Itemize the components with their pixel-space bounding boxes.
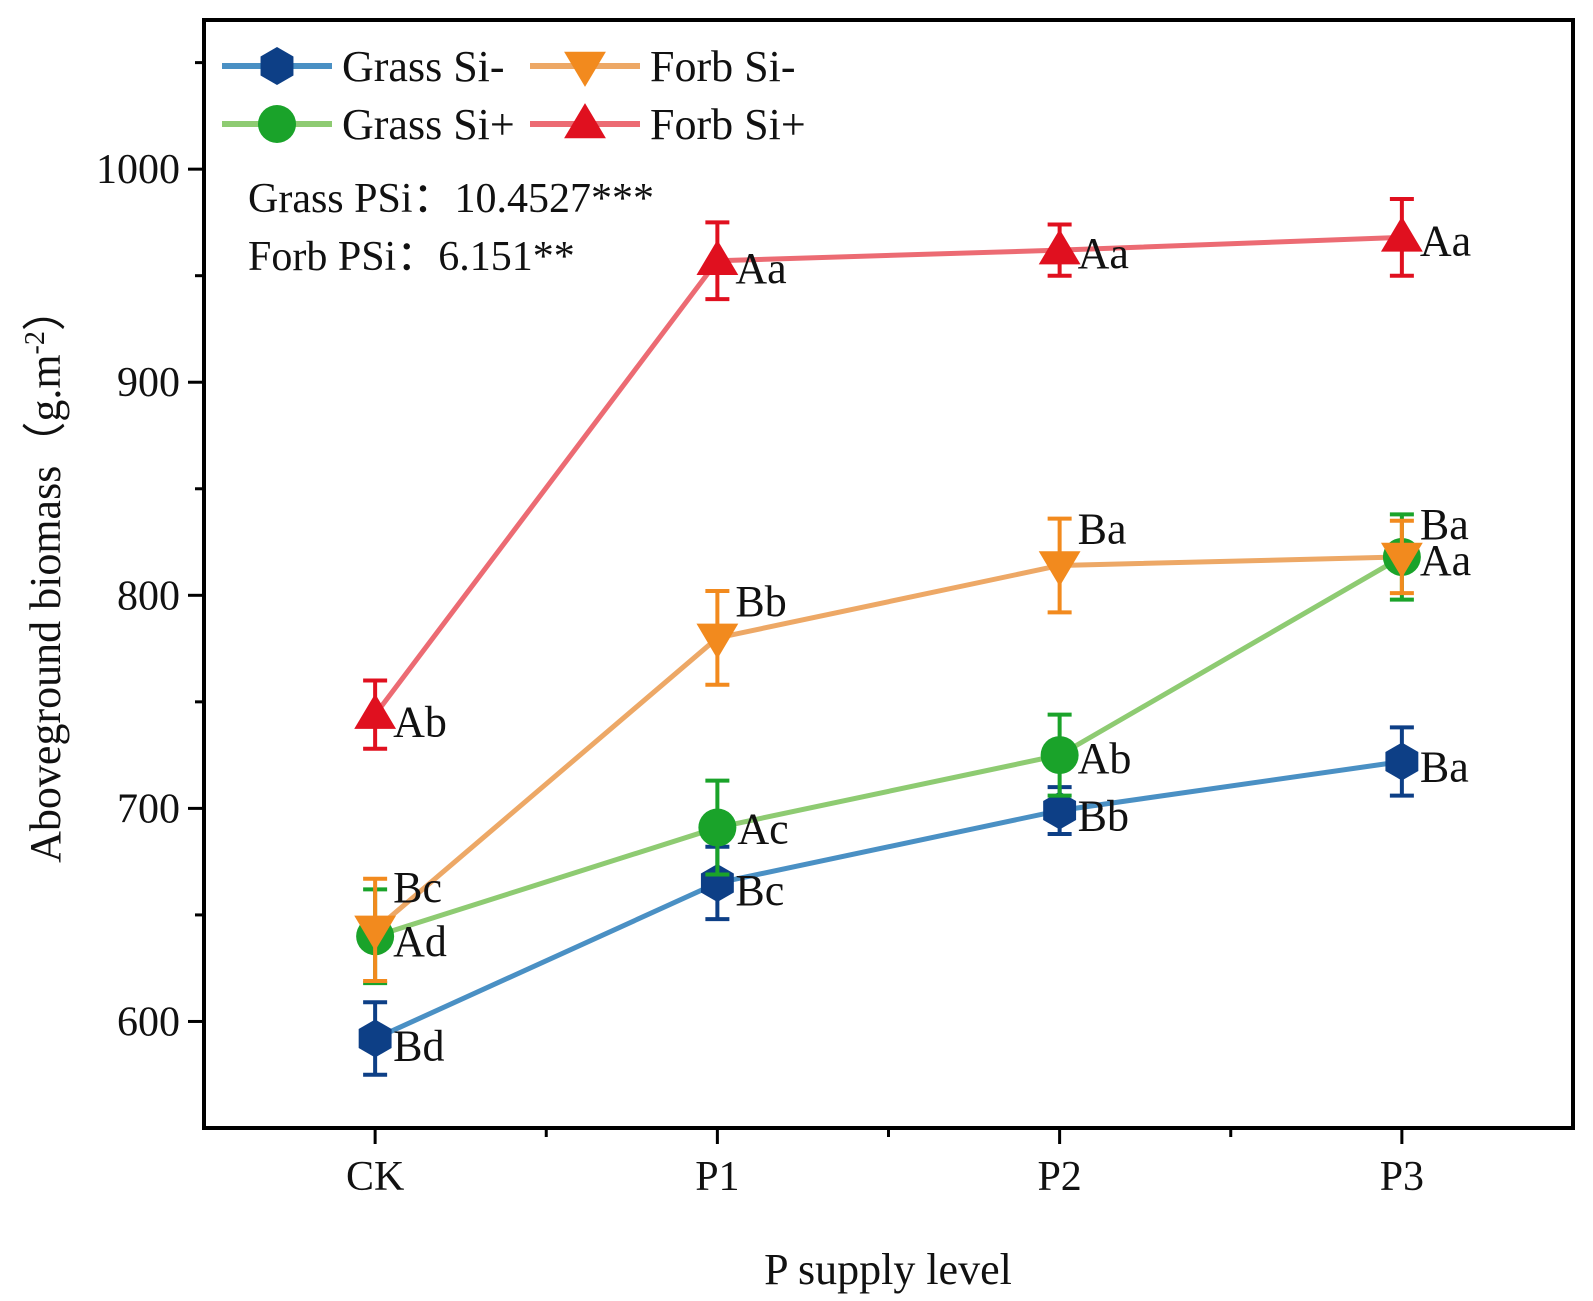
data-point xyxy=(1043,791,1077,830)
data-label: Bd xyxy=(393,1022,444,1071)
data-label: Aa xyxy=(1420,216,1471,265)
x-tick-label: P2 xyxy=(1037,1154,1081,1200)
data-label: Ba xyxy=(1420,500,1469,549)
legend: Grass Si- Grass Si+ Forb Si- Forb Si+ xyxy=(222,42,806,149)
legend-item: Grass Si- xyxy=(222,42,505,91)
data-label: Bb xyxy=(735,577,786,626)
data-label: Ba xyxy=(1420,743,1469,792)
y-tick-label: 900 xyxy=(117,360,180,406)
x-axis: CK P1 P2 P3 xyxy=(346,1128,1424,1200)
x-tick-label: CK xyxy=(346,1154,404,1200)
x-tick-label: P3 xyxy=(1380,1154,1424,1200)
data-label: Ad xyxy=(393,917,447,966)
y-axis: 600 700 800 900 1000 xyxy=(96,61,204,1045)
series-layer xyxy=(354,196,1423,1077)
data-label: Ab xyxy=(1078,734,1132,783)
data-point xyxy=(696,239,739,276)
y-axis-title-superscript: -2 xyxy=(20,331,51,354)
data-label: Aa xyxy=(1078,229,1129,278)
series-line xyxy=(374,759,1403,1041)
data-point xyxy=(354,693,397,729)
legend-item: Forb Si+ xyxy=(530,100,806,149)
data-point xyxy=(698,808,737,847)
legend-item: Forb Si- xyxy=(530,42,795,91)
legend-marker xyxy=(258,105,296,143)
x-axis-title: P supply level xyxy=(764,1245,1012,1294)
series-line xyxy=(373,554,1402,932)
annotation-grass-psi: Grass PSi：10.4527*** xyxy=(248,176,654,222)
y-tick-label: 1000 xyxy=(96,147,180,193)
legend-marker xyxy=(260,47,294,85)
x-tick-label: P1 xyxy=(695,1154,739,1200)
data-point xyxy=(1038,551,1081,587)
data-label: Bc xyxy=(393,863,442,912)
data-point xyxy=(1385,742,1419,781)
data-label-layer: Bd Bc Bb Ba Ad Ac Ab Aa Bc Bb Ba Ba Ab Aa Aa Aa xyxy=(393,216,1471,1070)
legend-item: Grass Si+ xyxy=(222,100,515,149)
data-label: Ac xyxy=(737,805,788,854)
legend-marker xyxy=(564,103,606,139)
data-label: Bc xyxy=(735,866,784,915)
data-point xyxy=(1040,736,1079,775)
data-point xyxy=(358,1019,392,1058)
data-point xyxy=(1380,542,1423,578)
legend-label: Grass Si+ xyxy=(342,100,515,149)
y-tick-label: 700 xyxy=(117,786,180,832)
series-line xyxy=(374,554,1404,939)
y-axis-title: Aboveground biomass（g.m-2） xyxy=(20,287,70,863)
data-point xyxy=(696,623,739,659)
annotation-forb-psi: Forb PSi：6.151** xyxy=(248,234,575,280)
y-axis-title-main: Aboveground biomass（g.m xyxy=(21,354,70,862)
data-label: Aa xyxy=(735,244,786,293)
data-label: Bb xyxy=(1078,792,1129,841)
legend-label: Forb Si+ xyxy=(650,100,806,149)
data-point xyxy=(354,915,397,951)
y-tick-label: 600 xyxy=(117,999,180,1045)
legend-label: Forb Si- xyxy=(650,42,795,91)
data-point xyxy=(1380,216,1423,252)
data-label: Ab xyxy=(393,698,447,747)
y-tick-label: 800 xyxy=(117,573,180,619)
legend-label: Grass Si- xyxy=(342,42,505,91)
legend-marker xyxy=(564,51,606,87)
data-label: Ba xyxy=(1078,504,1127,553)
series-line xyxy=(373,234,1402,717)
data-point xyxy=(1038,229,1081,265)
data-label: Aa xyxy=(1420,536,1471,585)
y-axis-title-close: ） xyxy=(21,287,70,331)
